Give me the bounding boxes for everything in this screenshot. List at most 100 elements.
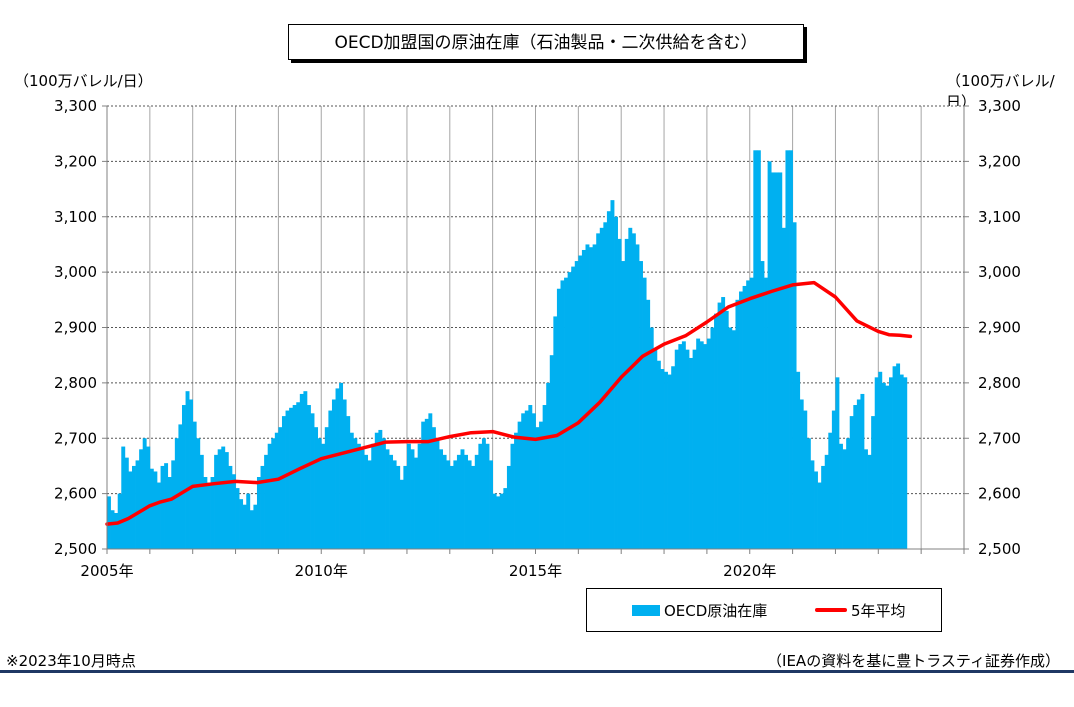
y-tick-label-left: 3,200	[54, 152, 97, 170]
legend-item-line: 5年平均	[815, 589, 906, 631]
bar	[339, 382, 344, 549]
bar	[517, 421, 522, 549]
bar	[581, 249, 586, 549]
bar	[681, 341, 686, 549]
left-axis-unit: （100万バレル/日）	[14, 72, 153, 90]
bar	[839, 443, 843, 549]
bar	[678, 344, 683, 549]
y-tick-label-left: 2,600	[54, 485, 97, 503]
bar	[778, 172, 783, 549]
bar	[467, 460, 472, 549]
bar	[631, 233, 636, 550]
bar	[560, 280, 565, 549]
bar	[546, 382, 551, 549]
bar	[899, 374, 904, 549]
bar	[364, 454, 369, 549]
bar	[567, 272, 572, 549]
bar	[742, 285, 747, 549]
bar	[564, 277, 568, 549]
bar	[556, 288, 561, 549]
bar	[760, 261, 765, 549]
bar	[671, 366, 676, 549]
bar	[442, 454, 447, 549]
bar	[110, 510, 115, 549]
bar	[346, 416, 351, 549]
bar	[274, 432, 279, 549]
bar	[785, 150, 790, 550]
bar	[267, 443, 272, 549]
bar	[803, 410, 808, 549]
bar	[378, 429, 383, 549]
bar	[139, 449, 144, 549]
y-tick-label-right: 2,700	[978, 429, 1021, 447]
bar	[574, 261, 579, 549]
bar	[685, 349, 690, 549]
bar	[224, 452, 229, 549]
bar	[389, 454, 394, 549]
bar	[789, 150, 793, 550]
bar	[146, 446, 151, 549]
bar	[621, 261, 626, 549]
as-of-note: ※2023年10月時点	[6, 652, 136, 670]
bar	[753, 150, 758, 550]
bar	[367, 460, 372, 549]
bar	[381, 438, 386, 549]
bar	[774, 172, 779, 549]
bar	[228, 465, 233, 549]
bar	[221, 446, 226, 549]
bar	[835, 377, 840, 549]
bar	[528, 405, 533, 549]
y-tick-label-left: 2,800	[54, 374, 97, 392]
y-tick-label-left: 2,900	[54, 319, 97, 337]
bar	[664, 371, 668, 549]
bar	[653, 349, 658, 549]
bar	[646, 299, 651, 549]
bar	[385, 449, 390, 549]
bar	[481, 438, 486, 549]
bar	[499, 493, 504, 549]
bar	[303, 391, 308, 549]
bar	[156, 482, 161, 549]
y-tick-label-right: 3,100	[978, 208, 1021, 226]
bar	[256, 477, 261, 549]
bar	[792, 222, 797, 549]
bar	[867, 454, 872, 549]
bar	[335, 388, 340, 549]
bar	[296, 402, 301, 549]
legend: OECD原油在庫 5年平均	[586, 588, 942, 632]
bar	[214, 454, 219, 549]
bar	[271, 438, 276, 549]
legend-swatch-line	[815, 608, 847, 612]
bar	[817, 482, 822, 549]
bar	[710, 327, 715, 549]
bar	[503, 488, 508, 549]
bar	[603, 222, 608, 549]
bar	[874, 377, 879, 549]
bar	[592, 244, 597, 549]
bar	[903, 377, 908, 549]
bar	[478, 443, 483, 549]
bar	[328, 410, 333, 549]
bar	[217, 449, 222, 549]
bar	[864, 449, 868, 549]
bar	[771, 172, 776, 549]
bar	[464, 454, 469, 549]
bar	[589, 247, 593, 550]
bar	[674, 349, 679, 549]
bar	[428, 413, 433, 549]
y-tick-label-right: 2,900	[978, 319, 1021, 337]
bar	[210, 477, 215, 549]
bar	[539, 421, 543, 549]
bar	[392, 460, 397, 549]
bar	[203, 477, 208, 549]
bar	[624, 238, 629, 549]
y-tick-label-right: 2,800	[978, 374, 1021, 392]
bar	[656, 360, 661, 549]
bar	[321, 443, 326, 549]
bar	[496, 496, 501, 549]
bar	[414, 457, 419, 549]
bar	[399, 479, 404, 549]
bar	[764, 277, 768, 549]
bar	[896, 363, 901, 549]
bar	[828, 432, 833, 549]
